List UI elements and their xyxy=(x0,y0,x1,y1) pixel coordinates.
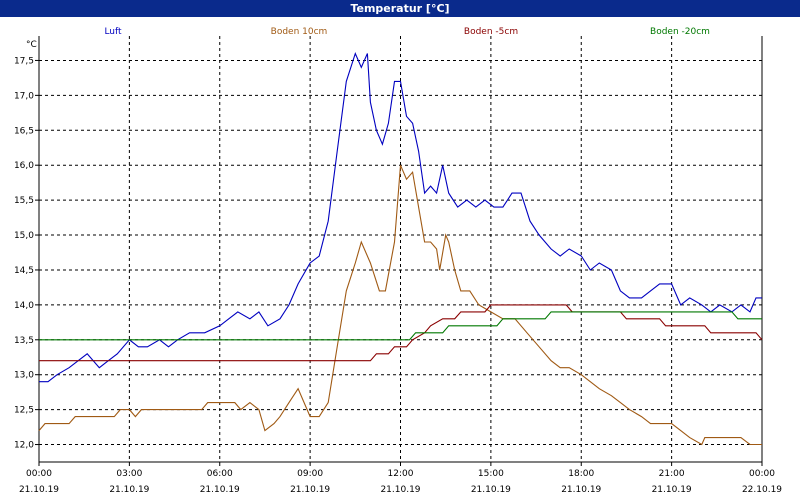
series-line-boden-10cm xyxy=(38,164,762,446)
legend: Luft Boden 10cm Boden -5cm Boden -20cm xyxy=(104,27,710,37)
x-tick-date-label: 21.10.19 xyxy=(200,485,240,495)
temperature-chart: 12,0 12,5 13,0 13,5 14,0 14,5 15,0 15,5 16,0 16,5… xyxy=(0,17,800,500)
x-tick-date-label: 21.10.19 xyxy=(471,485,511,495)
x-tick-time-label: 03:00 xyxy=(116,469,142,479)
x-tick-date-label: 21.10.19 xyxy=(380,485,420,495)
y-tick-label: 14,0 xyxy=(14,301,34,311)
y-tick-label: 12,5 xyxy=(14,406,34,416)
legend-entry: Boden -20cm xyxy=(650,27,710,37)
x-axis: 00:00 21.10.19 03:00 21.10.19 06:00 21.10.19 0… xyxy=(19,462,782,495)
x-tick-time-label: 09:00 xyxy=(297,469,323,479)
x-tick-time-label: 18:00 xyxy=(568,469,594,479)
y-tick-label: 15,0 xyxy=(14,231,34,241)
x-tick-time-label: 15:00 xyxy=(478,469,504,479)
y-tick-label: 12,0 xyxy=(14,441,34,451)
y-tick-label: 14,5 xyxy=(14,266,34,276)
x-tick-date-label: 21.10.19 xyxy=(290,485,330,495)
x-tick-date-label: 21.10.19 xyxy=(109,485,149,495)
x-tick-time-label: 06:00 xyxy=(207,469,233,479)
x-tick-date-label: 22.10.19 xyxy=(742,485,782,495)
y-tick-label: 16,0 xyxy=(14,161,34,171)
x-tick-date-label: 21.10.19 xyxy=(652,485,692,495)
series-lines xyxy=(38,51,763,446)
x-tick-date-label: 21.10.19 xyxy=(561,485,601,495)
series-line-boden-20cm xyxy=(39,311,762,341)
x-tick-time-label: 21:00 xyxy=(659,469,685,479)
series-line-boden-5cm xyxy=(39,304,763,362)
y-tick-label: 17,5 xyxy=(14,56,34,66)
y-tick-label: 13,0 xyxy=(14,371,34,381)
y-tick-label: 15,5 xyxy=(14,196,34,206)
series-line-luft xyxy=(39,51,762,383)
x-tick-date-label: 21.10.19 xyxy=(19,485,59,495)
legend-entry: Boden 10cm xyxy=(271,27,328,37)
legend-entry: Luft xyxy=(104,27,122,37)
grid-lines xyxy=(38,36,763,462)
legend-entry: Boden -5cm xyxy=(464,27,518,37)
y-tick-label: 17,0 xyxy=(14,91,34,101)
x-tick-time-label: 00:00 xyxy=(26,469,52,479)
chart-title: Temperatur [°C] xyxy=(0,0,800,17)
y-tick-label: 16,5 xyxy=(14,126,34,136)
x-tick-time-label: 12:00 xyxy=(388,469,414,479)
y-axis: 12,0 12,5 13,0 13,5 14,0 14,5 15,0 15,5 16,0 16,5… xyxy=(14,56,39,451)
y-tick-label: 13,5 xyxy=(14,336,34,346)
x-tick-time-label: 00:00 xyxy=(749,469,775,479)
y-axis-unit: °C xyxy=(26,40,37,50)
